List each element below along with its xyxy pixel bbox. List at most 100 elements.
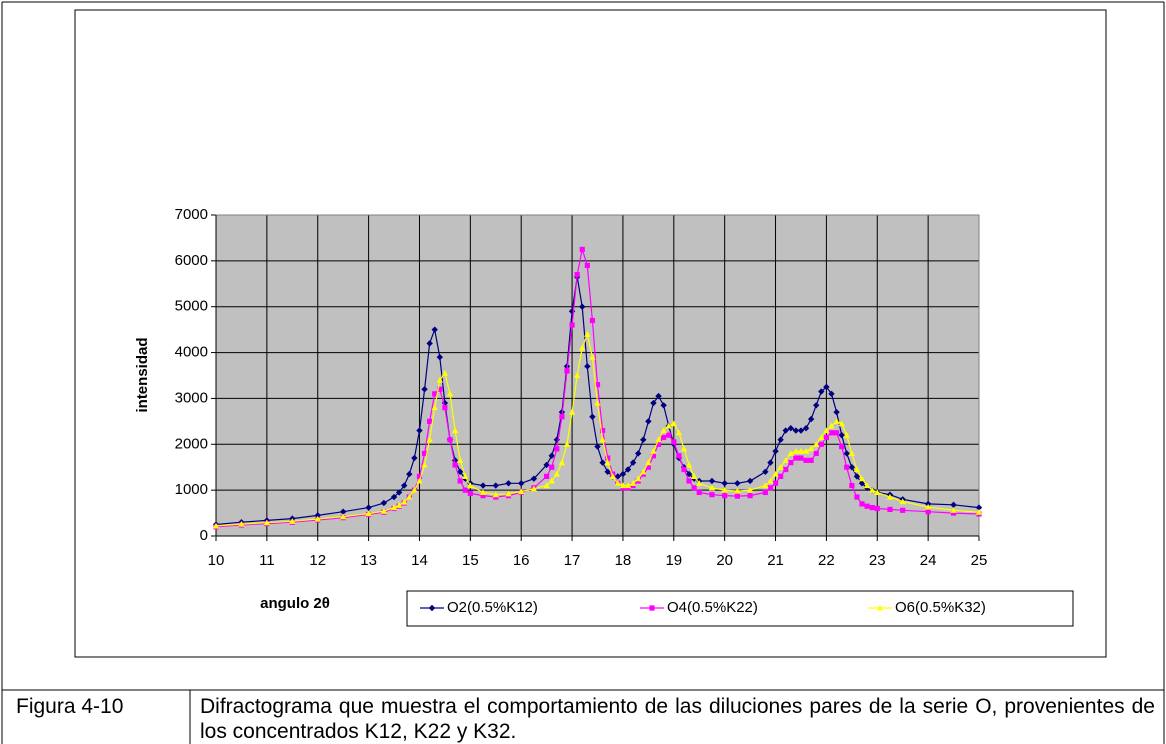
marker [604,459,611,466]
marker [874,505,880,512]
y-tick-label: 4000 [175,344,208,361]
marker [447,437,453,443]
marker [431,404,438,411]
marker [530,485,538,492]
marker [823,434,829,441]
marker [416,477,423,484]
marker [395,502,403,508]
x-tick-label: 16 [513,552,530,569]
marker [543,461,550,469]
marker [803,457,809,463]
marker [807,415,815,423]
marker [416,427,423,434]
marker [778,473,784,479]
marker [854,494,860,500]
caption-text: Difractograma que muestra el comportamie… [200,695,1155,743]
marker [553,470,561,477]
marker [828,430,835,436]
marker [339,513,347,520]
marker [843,450,850,457]
marker [579,303,586,310]
marker [874,489,881,495]
marker [558,459,566,466]
marker [828,390,835,398]
marker [579,246,585,252]
marker [589,353,596,360]
marker [365,510,372,517]
marker [548,452,555,459]
x-tick-label: 22 [818,552,835,569]
marker [614,480,622,486]
marker [568,408,576,415]
marker [655,441,662,447]
marker [863,482,871,489]
marker [645,464,651,470]
marker [783,466,789,473]
marker [594,399,601,406]
marker [462,473,469,479]
marker [746,477,754,485]
marker [793,455,799,461]
marker [421,450,428,457]
marker [823,427,830,434]
marker [564,368,570,374]
marker [661,434,667,441]
marker [579,344,586,351]
marker [813,402,820,409]
marker [762,489,768,496]
marker [480,493,486,499]
marker [849,482,855,489]
marker [467,482,474,489]
marker [887,506,893,513]
marker [950,501,957,509]
marker [314,515,321,522]
marker [614,473,622,480]
marker [544,473,550,479]
marker [797,447,805,454]
marker [676,453,682,459]
marker [624,482,632,489]
marker [401,482,408,489]
marker [427,418,433,424]
marker [772,447,779,455]
marker [950,510,957,516]
marker [665,422,672,429]
marker [574,272,580,278]
x-tick-label: 25 [971,552,988,569]
marker [456,457,464,463]
marker [609,473,616,479]
legend-marker [876,604,884,611]
marker [782,457,789,463]
marker [675,429,683,436]
marker [767,459,774,466]
marker [660,427,667,434]
legend-label: O2(0.5%K12) [447,599,538,616]
marker [709,492,715,498]
legend-label: O4(0.5%K22) [667,599,758,616]
plot-layer [211,214,983,541]
marker [584,363,591,370]
marker [734,493,740,499]
marker [787,425,794,432]
marker [655,436,662,443]
marker [900,507,906,513]
marker [629,480,637,486]
marker [605,455,611,461]
marker [436,353,444,361]
marker [848,450,856,457]
marker [452,462,458,468]
marker [813,450,819,457]
x-tick-label: 21 [767,552,784,569]
marker [746,486,754,493]
marker [549,464,555,470]
marker [624,466,632,473]
marker [685,470,693,478]
marker [650,399,657,407]
marker [406,493,413,500]
x-tick-label: 12 [309,552,326,569]
marker [518,480,525,487]
marker [462,487,468,493]
legend-marker [428,604,436,612]
